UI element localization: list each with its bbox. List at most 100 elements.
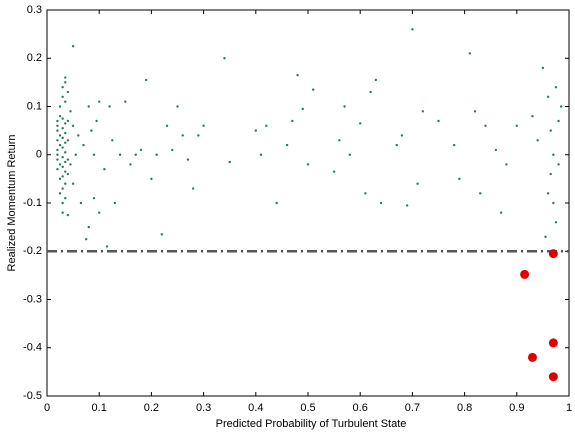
point xyxy=(56,129,59,132)
x-tick-label: 0.7 xyxy=(405,402,420,414)
point xyxy=(58,163,62,166)
point xyxy=(554,221,558,224)
point xyxy=(118,153,122,156)
point xyxy=(527,352,537,362)
point xyxy=(61,155,64,159)
point xyxy=(411,28,414,31)
point xyxy=(554,86,558,89)
point xyxy=(520,269,530,279)
x-tick-label: 0.1 xyxy=(92,402,107,414)
point xyxy=(66,158,70,161)
point xyxy=(139,148,143,152)
point xyxy=(479,192,482,195)
x-tick-label: 0.5 xyxy=(300,402,315,414)
y-tick-label: 0.3 xyxy=(27,4,42,16)
point xyxy=(275,201,278,205)
y-tick-label: 0 xyxy=(36,149,42,161)
point xyxy=(484,124,487,128)
point xyxy=(557,163,560,166)
point xyxy=(405,204,409,207)
point xyxy=(421,110,425,113)
x-tick-label: 0.4 xyxy=(248,402,263,414)
point xyxy=(56,139,59,142)
point xyxy=(98,100,101,103)
plot-frame xyxy=(46,9,570,397)
point xyxy=(559,105,563,108)
point xyxy=(181,134,184,137)
point xyxy=(552,153,555,156)
point xyxy=(95,119,98,123)
point xyxy=(416,182,419,185)
y-tick-label: -0.5 xyxy=(23,390,42,402)
point xyxy=(92,153,96,156)
point xyxy=(108,105,111,108)
x-tick-label: 0.8 xyxy=(457,402,472,414)
point xyxy=(548,249,558,259)
point xyxy=(134,153,137,156)
point xyxy=(64,170,67,173)
point xyxy=(69,163,72,166)
point xyxy=(348,153,351,156)
point xyxy=(343,105,346,108)
point xyxy=(452,143,456,147)
point xyxy=(197,134,200,137)
point xyxy=(58,105,62,108)
point xyxy=(56,119,59,123)
point xyxy=(223,57,226,60)
point xyxy=(505,163,508,166)
point xyxy=(228,160,231,164)
point xyxy=(61,187,64,190)
point xyxy=(64,196,67,200)
point xyxy=(87,225,90,229)
point xyxy=(56,168,59,171)
point xyxy=(58,177,62,181)
point xyxy=(306,163,310,166)
point xyxy=(332,170,336,173)
point xyxy=(499,211,503,214)
point xyxy=(64,131,67,135)
point xyxy=(61,211,64,214)
y-tick-label: -0.3 xyxy=(23,293,42,305)
point xyxy=(541,66,545,70)
point xyxy=(84,237,88,241)
point xyxy=(66,213,70,217)
point xyxy=(437,119,440,123)
point xyxy=(546,95,550,99)
y-tick-label: 0.2 xyxy=(27,52,42,64)
point xyxy=(395,143,398,147)
y-tick-label: -0.4 xyxy=(23,342,42,354)
point xyxy=(61,175,64,178)
point xyxy=(549,172,552,176)
point xyxy=(296,73,299,77)
point xyxy=(61,201,64,205)
point xyxy=(71,124,75,128)
y-tick-label: -0.1 xyxy=(23,197,42,209)
x-tick-label: 0 xyxy=(44,402,50,414)
point xyxy=(379,201,383,205)
x-tick-label: 0.2 xyxy=(144,402,159,414)
point xyxy=(74,153,77,156)
point xyxy=(549,129,552,132)
point xyxy=(58,143,62,147)
point xyxy=(176,105,179,108)
point xyxy=(61,146,64,149)
point xyxy=(56,148,59,152)
point xyxy=(338,139,341,142)
point xyxy=(291,119,294,123)
point xyxy=(64,100,67,103)
point xyxy=(58,134,62,137)
y-tick-label: 0.1 xyxy=(27,100,42,112)
point xyxy=(160,233,164,236)
y-tick-label: -0.2 xyxy=(23,245,42,257)
x-axis-label: Predicted Probability of Turbulent State xyxy=(216,418,407,430)
x-tick-label: 0.6 xyxy=(353,402,368,414)
point xyxy=(111,139,114,142)
point xyxy=(186,158,190,161)
point xyxy=(285,143,289,147)
point xyxy=(105,245,109,248)
point xyxy=(254,129,257,132)
point xyxy=(64,76,67,79)
point xyxy=(124,100,127,103)
point xyxy=(494,148,498,152)
point xyxy=(548,372,558,382)
